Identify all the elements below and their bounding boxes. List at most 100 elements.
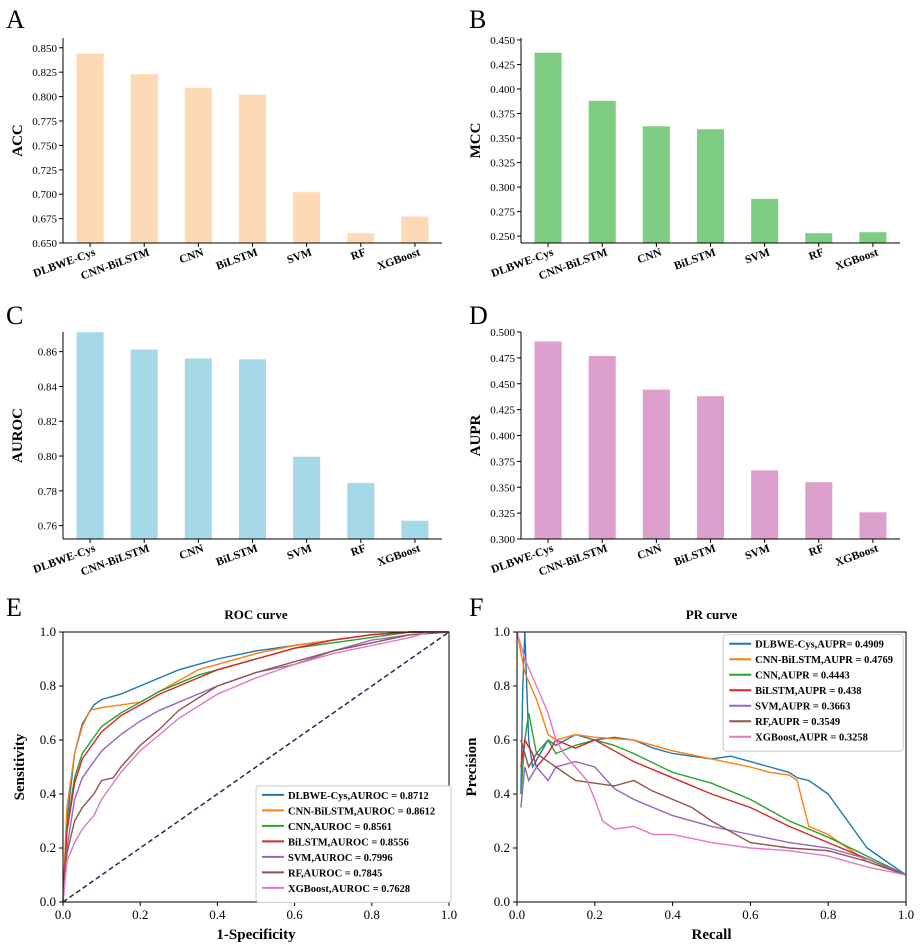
y-tick-label: 0.775 (32, 116, 57, 128)
x-tick-label: 0.4 (209, 907, 226, 922)
bar-dlbwe-cys (76, 53, 104, 243)
y-tick-label: 0.2 (494, 840, 510, 855)
y-tick-label: 0.350 (490, 133, 515, 145)
bar-bilstm (238, 359, 267, 539)
bar-xgboost (401, 520, 429, 539)
y-tick-label: 0.275 (490, 207, 515, 219)
y-tick-label: 0.6 (494, 732, 511, 747)
y-tick-label: 0.375 (490, 109, 515, 121)
y-tick-label: 0.475 (490, 353, 515, 365)
y-axis-label: Sensitivity (12, 733, 28, 800)
panel-e-roc-curve: E ROC curve 0.00.0 0.2 0.2 0.4 0.4 0.6 0.6 0.8 0.8… (6, 593, 457, 943)
bar-dlbwe-cys (76, 332, 104, 539)
y-tick-label: 0.86 (38, 347, 58, 359)
series-line (520, 712, 907, 876)
legend-label: CNN,AUPR = 0.4443 (755, 671, 850, 682)
y-tick-label: 0.78 (38, 486, 58, 498)
bar-svm (293, 456, 321, 539)
x-tick-label: 0.2 (132, 907, 148, 922)
panel-letter: C (6, 301, 23, 330)
bar-cnn-bilstm (130, 349, 158, 539)
x-tick-label: RF (807, 543, 826, 560)
x-tick-label: XGBoost (834, 542, 880, 569)
y-tick-label: 0.2 (40, 840, 56, 855)
legend-label: BiLSTM,AUROC = 0.8556 (288, 837, 409, 848)
y-tick-label: 0.650 (32, 238, 57, 250)
y-tick-label: 0.76 (38, 521, 58, 533)
x-tick-label: CNN (178, 542, 206, 562)
x-tick-label: 0.6 (742, 907, 759, 922)
y-tick-label: 0.6 (40, 732, 57, 747)
x-axis-label: 1-Specificity (216, 927, 296, 943)
bar-svm (751, 470, 779, 539)
y-axis-label: ACC (10, 124, 26, 157)
y-tick-label: 0.850 (32, 43, 57, 55)
series-line (62, 631, 449, 903)
y-tick-label: 0.0 (40, 894, 56, 909)
x-tick-label: BiLSTM (215, 542, 260, 568)
x-tick-label: 0.4 (664, 907, 681, 922)
bar-bilstm (696, 129, 725, 243)
panel-f-pr-curve: F PR curve 0.00.0 0.2 0.2 0.4 0.4 0.6 0.6 0.8 0.8 1… (464, 593, 914, 943)
legend-label: CNN-BiLSTM,AUROC = 0.8612 (288, 806, 435, 817)
x-tick-label: 0.8 (820, 907, 836, 922)
x-tick-label: BiLSTM (215, 246, 260, 272)
legend-label: XGBoost,AUROC = 0.7628 (288, 884, 410, 895)
x-tick-label: XGBoost (834, 246, 880, 273)
series-line (62, 631, 449, 903)
y-tick-label: 0.300 (490, 182, 515, 194)
y-tick-label: 0.4 (40, 786, 57, 801)
series-line (520, 631, 907, 876)
x-tick-label: RF (807, 247, 826, 264)
y-tick-label: 0.825 (32, 67, 57, 79)
x-tick-label: XGBoost (376, 246, 422, 273)
series-line (62, 631, 450, 903)
y-tick-label: 0.84 (38, 381, 58, 393)
x-axis-label: Recall (692, 927, 732, 943)
bar-xgboost (859, 232, 887, 243)
y-axis-label: Precision (464, 737, 480, 797)
y-tick-label: 0.400 (490, 84, 515, 96)
panel-d-aupr-bar-chart: D 0.300 0.325 0.350 0.375 0.400 0.425 0.450 0.47… (468, 301, 900, 579)
x-tick-label: BiLSTM (673, 246, 718, 272)
bar-xgboost (401, 216, 429, 243)
y-tick-label: 0.450 (490, 379, 515, 391)
bar-svm (751, 198, 779, 243)
y-axis-label: AUPR (468, 415, 484, 457)
y-tick-label: 0.8 (494, 678, 510, 693)
y-axis-label: AUROC (10, 408, 26, 463)
series-line (516, 631, 907, 876)
x-tick-label: CNN (178, 246, 206, 266)
legend: DLBWE-Cys,AUROC = 0.8712 CNN-BiLSTM,AUROC… (255, 785, 452, 903)
y-tick-label: 1.0 (40, 624, 56, 639)
panel-letter: E (6, 593, 22, 622)
y-tick-label: 0.375 (490, 456, 515, 468)
legend-label: XGBoost,AUPR = 0.3258 (755, 733, 868, 744)
bar-cnn-bilstm (130, 74, 158, 243)
y-tick-label: 0.425 (490, 405, 515, 417)
x-tick-label: BiLSTM (673, 542, 718, 568)
y-tick-label: 0.8 (40, 678, 56, 693)
legend-label: RF,AUPR = 0.3549 (755, 717, 840, 728)
y-tick-label: 0.800 (32, 92, 57, 104)
panel-letter: D (469, 301, 488, 330)
bar-cnn-bilstm (588, 100, 616, 243)
bar-dlbwe-cys (534, 52, 562, 243)
bar-dlbwe-cys (534, 341, 562, 539)
y-tick-label: 1.0 (494, 624, 510, 639)
x-tick-label: 0.0 (55, 907, 71, 922)
legend-label: SVM,AUROC = 0.7996 (288, 853, 393, 864)
series-line (62, 631, 450, 903)
legend-box (255, 785, 452, 903)
x-tick-label: 1.0 (898, 907, 914, 922)
x-tick-label: 0.0 (509, 907, 525, 922)
bar-cnn (184, 87, 212, 244)
x-tick-label: XGBoost (376, 542, 422, 569)
legend-label: DLBWE-Cys,AUPR= 0.4909 (755, 640, 884, 651)
panel-letter: A (6, 5, 25, 34)
y-tick-label: 0.325 (490, 508, 515, 520)
x-tick-label: 0.6 (286, 907, 303, 922)
panel-letter: B (469, 5, 486, 34)
bar-cnn-bilstm (588, 355, 616, 539)
